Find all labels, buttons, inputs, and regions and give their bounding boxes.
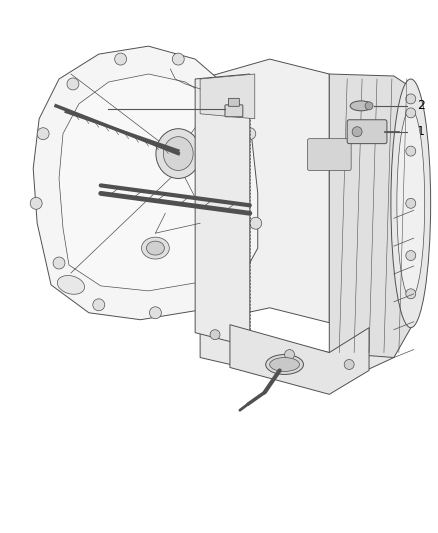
Ellipse shape bbox=[57, 276, 85, 294]
Ellipse shape bbox=[391, 79, 431, 328]
Polygon shape bbox=[200, 322, 394, 387]
Ellipse shape bbox=[220, 76, 244, 92]
Circle shape bbox=[219, 78, 231, 90]
Circle shape bbox=[406, 289, 416, 299]
Polygon shape bbox=[200, 74, 255, 119]
Polygon shape bbox=[59, 74, 236, 291]
Ellipse shape bbox=[146, 241, 164, 255]
Polygon shape bbox=[200, 59, 329, 322]
Circle shape bbox=[53, 257, 65, 269]
Ellipse shape bbox=[141, 237, 170, 259]
Text: 1: 1 bbox=[417, 125, 424, 138]
FancyBboxPatch shape bbox=[225, 105, 243, 117]
Circle shape bbox=[406, 198, 416, 208]
FancyBboxPatch shape bbox=[229, 99, 240, 107]
Text: 3: 3 bbox=[91, 102, 99, 115]
Circle shape bbox=[93, 299, 105, 311]
Ellipse shape bbox=[270, 358, 300, 372]
Circle shape bbox=[30, 197, 42, 209]
Polygon shape bbox=[329, 74, 414, 358]
Polygon shape bbox=[195, 74, 250, 346]
Text: 2: 2 bbox=[417, 99, 424, 112]
Circle shape bbox=[365, 102, 373, 110]
Circle shape bbox=[285, 350, 294, 360]
Circle shape bbox=[67, 78, 79, 90]
Ellipse shape bbox=[163, 136, 193, 171]
Ellipse shape bbox=[266, 354, 304, 375]
Circle shape bbox=[210, 330, 220, 340]
Circle shape bbox=[344, 360, 354, 369]
Ellipse shape bbox=[156, 129, 201, 179]
Polygon shape bbox=[33, 46, 258, 320]
FancyBboxPatch shape bbox=[307, 139, 351, 171]
Circle shape bbox=[234, 265, 246, 277]
Polygon shape bbox=[230, 325, 369, 394]
Circle shape bbox=[406, 146, 416, 156]
FancyBboxPatch shape bbox=[347, 120, 387, 144]
Circle shape bbox=[406, 251, 416, 261]
Circle shape bbox=[37, 128, 49, 140]
Ellipse shape bbox=[350, 101, 372, 111]
Ellipse shape bbox=[397, 109, 425, 298]
Circle shape bbox=[172, 53, 184, 65]
Circle shape bbox=[352, 127, 362, 136]
Circle shape bbox=[250, 217, 262, 229]
Circle shape bbox=[244, 128, 256, 140]
Circle shape bbox=[199, 295, 211, 307]
Circle shape bbox=[149, 307, 161, 319]
Circle shape bbox=[406, 108, 416, 118]
Circle shape bbox=[406, 94, 416, 104]
Circle shape bbox=[115, 53, 127, 65]
